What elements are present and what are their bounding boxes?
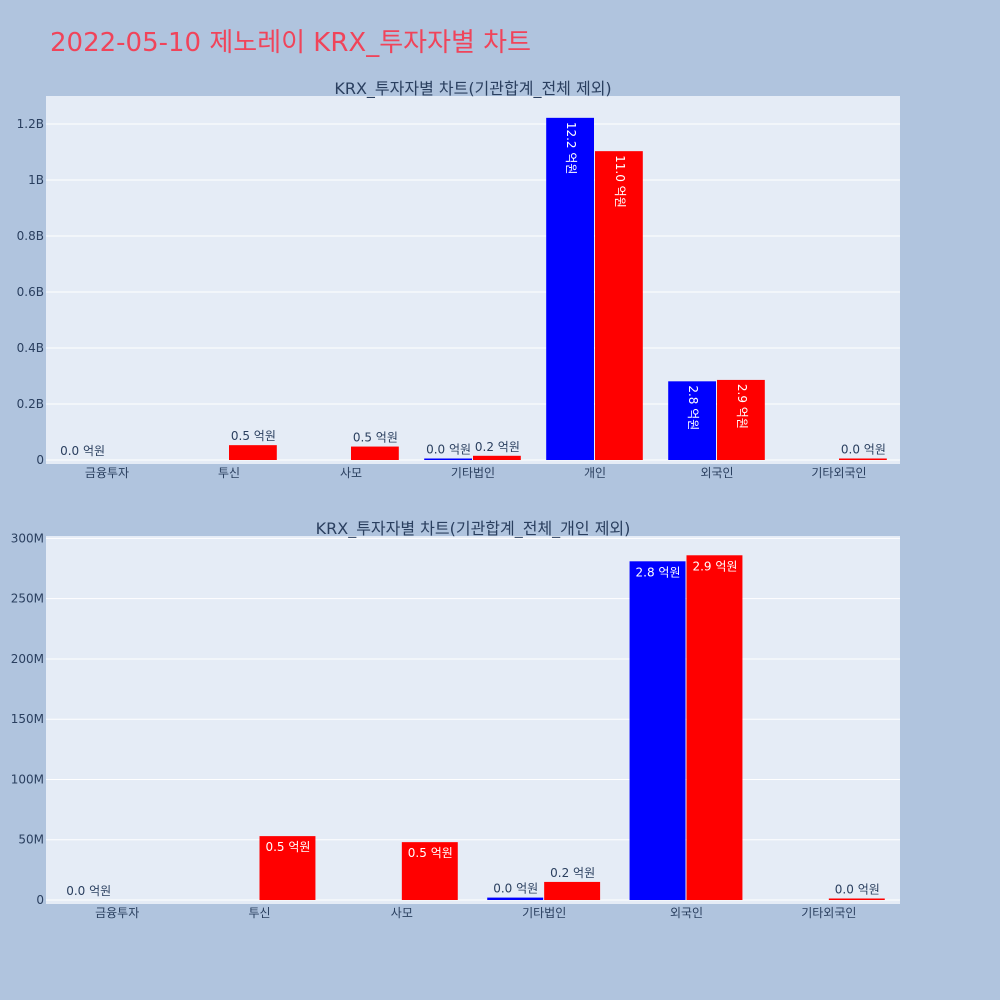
bar [351, 446, 399, 460]
data-label: 2.9 억원 [692, 559, 737, 573]
bar [401, 842, 458, 900]
data-label: 2.9 억원 [735, 384, 749, 429]
x-tick-label: 외국인 [700, 466, 733, 480]
bar [686, 555, 743, 900]
x-tick-label: 기타법인 [522, 906, 566, 920]
y-tick-label: 0.8B [17, 229, 44, 243]
plot-area [46, 536, 900, 904]
x-tick-label: 기타외국인 [801, 906, 856, 920]
x-tick-label: 기타법인 [451, 466, 495, 480]
y-tick-label: 300M [11, 531, 44, 545]
data-label: 0.5 억원 [265, 840, 310, 854]
y-tick-label: 250M [11, 592, 44, 606]
data-label: 0.0 억원 [493, 882, 538, 896]
data-label: 0.5 억원 [231, 429, 276, 443]
y-tick-label: 150M [11, 712, 44, 726]
y-tick-label: 0.4B [17, 341, 44, 355]
bar [424, 458, 472, 460]
bar [668, 381, 716, 460]
plot-area [46, 96, 900, 464]
bar [629, 561, 686, 900]
data-label: 2.8 억원 [636, 565, 681, 579]
y-tick-label: 1.2B [17, 117, 44, 131]
data-label: 0.2 억원 [475, 440, 520, 454]
chart-title: KRX_투자자별 차트(기관합계_전체_개인 제외) [316, 519, 631, 539]
bar [828, 898, 885, 900]
bar [487, 897, 544, 900]
y-tick-label: 0 [36, 453, 44, 467]
y-tick-label: 100M [11, 772, 44, 786]
chart-1: KRX_투자자별 차트(기관합계_전체 제외) 0 0.2B 0.4B 0.6B 0.8B… [17, 79, 900, 480]
bar [544, 881, 601, 900]
data-label: 2.8 억원 [686, 385, 700, 430]
x-tick-label: 금융투자 [85, 466, 129, 480]
chart-2: KRX_투자자별 차트(기관합계_전체_개인 제외) 0 50M 100M 150M 20… [11, 519, 900, 920]
y-tick-label: 0.6B [17, 285, 44, 299]
page-title: 2022-05-10 제노레이 KRX_투자자별 차트 [50, 28, 532, 58]
data-label: 12.2 억원 [564, 122, 578, 175]
x-tick-label: 사모 [340, 466, 362, 480]
bar [259, 836, 316, 900]
bar [229, 445, 277, 460]
data-label: 0.0 억원 [835, 883, 880, 897]
bar [473, 455, 521, 460]
y-tick-label: 0 [36, 893, 44, 907]
data-label: 0.5 억원 [353, 431, 398, 445]
y-tick-label: 1B [28, 173, 44, 187]
x-tick-label: 투신 [218, 466, 240, 480]
x-tick-label: 기타외국인 [811, 466, 866, 480]
data-label: 0.5 억원 [408, 846, 453, 860]
data-label: 11.0 억원 [613, 155, 627, 208]
bar [717, 379, 765, 460]
x-tick-label: 투신 [248, 906, 270, 920]
bar [546, 117, 594, 460]
x-tick-label: 금융투자 [95, 906, 139, 920]
bar [595, 151, 643, 460]
bar [839, 458, 887, 460]
data-label: 0.2 억원 [550, 866, 595, 880]
y-tick-label: 50M [18, 833, 44, 847]
data-label: 0.0 억원 [426, 443, 471, 457]
chart-title: KRX_투자자별 차트(기관합계_전체 제외) [334, 79, 611, 99]
x-tick-label: 개인 [584, 466, 606, 480]
data-label: 0.0 억원 [60, 444, 105, 458]
x-tick-label: 사모 [391, 906, 413, 920]
data-label: 0.0 억원 [66, 884, 111, 898]
x-tick-label: 외국인 [670, 906, 703, 920]
y-tick-label: 0.2B [17, 397, 44, 411]
y-tick-label: 200M [11, 652, 44, 666]
data-label: 0.0 억원 [841, 443, 886, 457]
